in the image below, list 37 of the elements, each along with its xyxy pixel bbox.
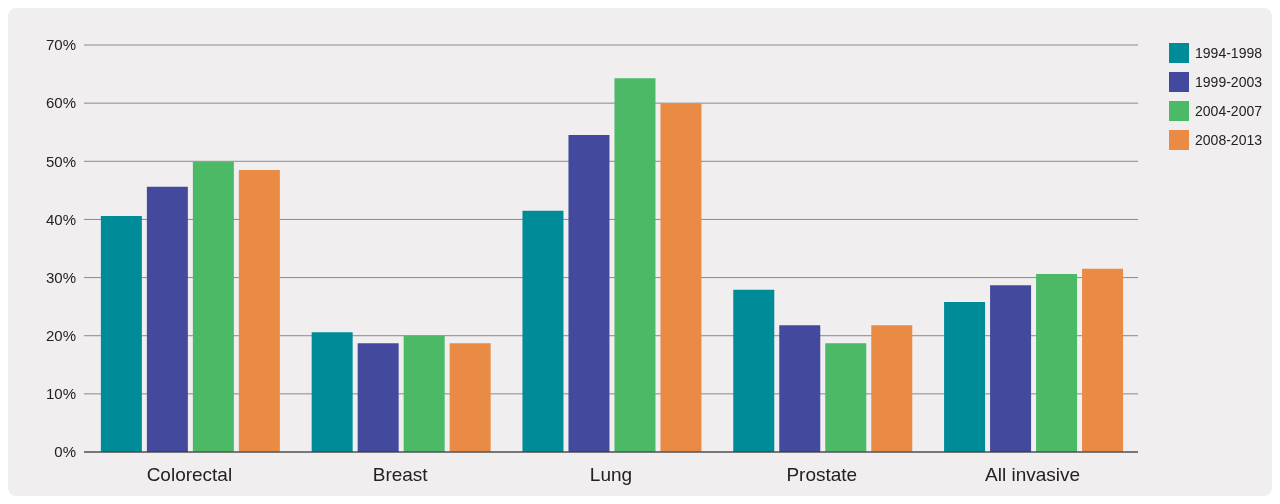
bar	[944, 301, 986, 452]
bar	[311, 332, 353, 452]
bar	[568, 135, 610, 452]
bar	[357, 343, 399, 452]
legend-label: 2008-2013	[1195, 131, 1262, 148]
bar	[825, 343, 867, 452]
y-tick-label: 30%	[45, 268, 76, 286]
bar	[100, 215, 142, 452]
bar	[733, 289, 775, 452]
legend-label: 2004-2007	[1195, 102, 1262, 119]
y-tick-label: 20%	[45, 327, 76, 345]
bar	[660, 103, 702, 452]
y-tick-label: 10%	[45, 385, 76, 403]
bar	[522, 210, 564, 452]
y-tick-label: 70%	[45, 36, 76, 54]
legend-label: 1994-1998	[1195, 44, 1262, 61]
x-tick-label: Breast	[372, 464, 429, 486]
bar	[990, 285, 1032, 452]
bar	[238, 170, 280, 452]
bar	[871, 325, 913, 452]
legend-label: 1999-2003	[1195, 73, 1262, 90]
x-tick-label: All invasive	[985, 464, 1081, 486]
y-tick-label: 0%	[54, 443, 76, 461]
x-tick-label: Lung	[589, 464, 633, 486]
y-tick-label: 50%	[45, 152, 76, 170]
bar	[614, 78, 656, 452]
bar	[1036, 274, 1078, 452]
bar	[1082, 268, 1124, 452]
bar	[779, 325, 821, 452]
y-tick-label: 60%	[45, 94, 76, 112]
bar	[449, 343, 491, 452]
bar	[192, 161, 234, 452]
y-tick-label: 40%	[45, 210, 76, 228]
bar	[403, 335, 445, 452]
x-tick-label: Colorectal	[146, 464, 233, 486]
x-tick-label: Prostate	[786, 464, 858, 486]
bar	[146, 186, 188, 452]
